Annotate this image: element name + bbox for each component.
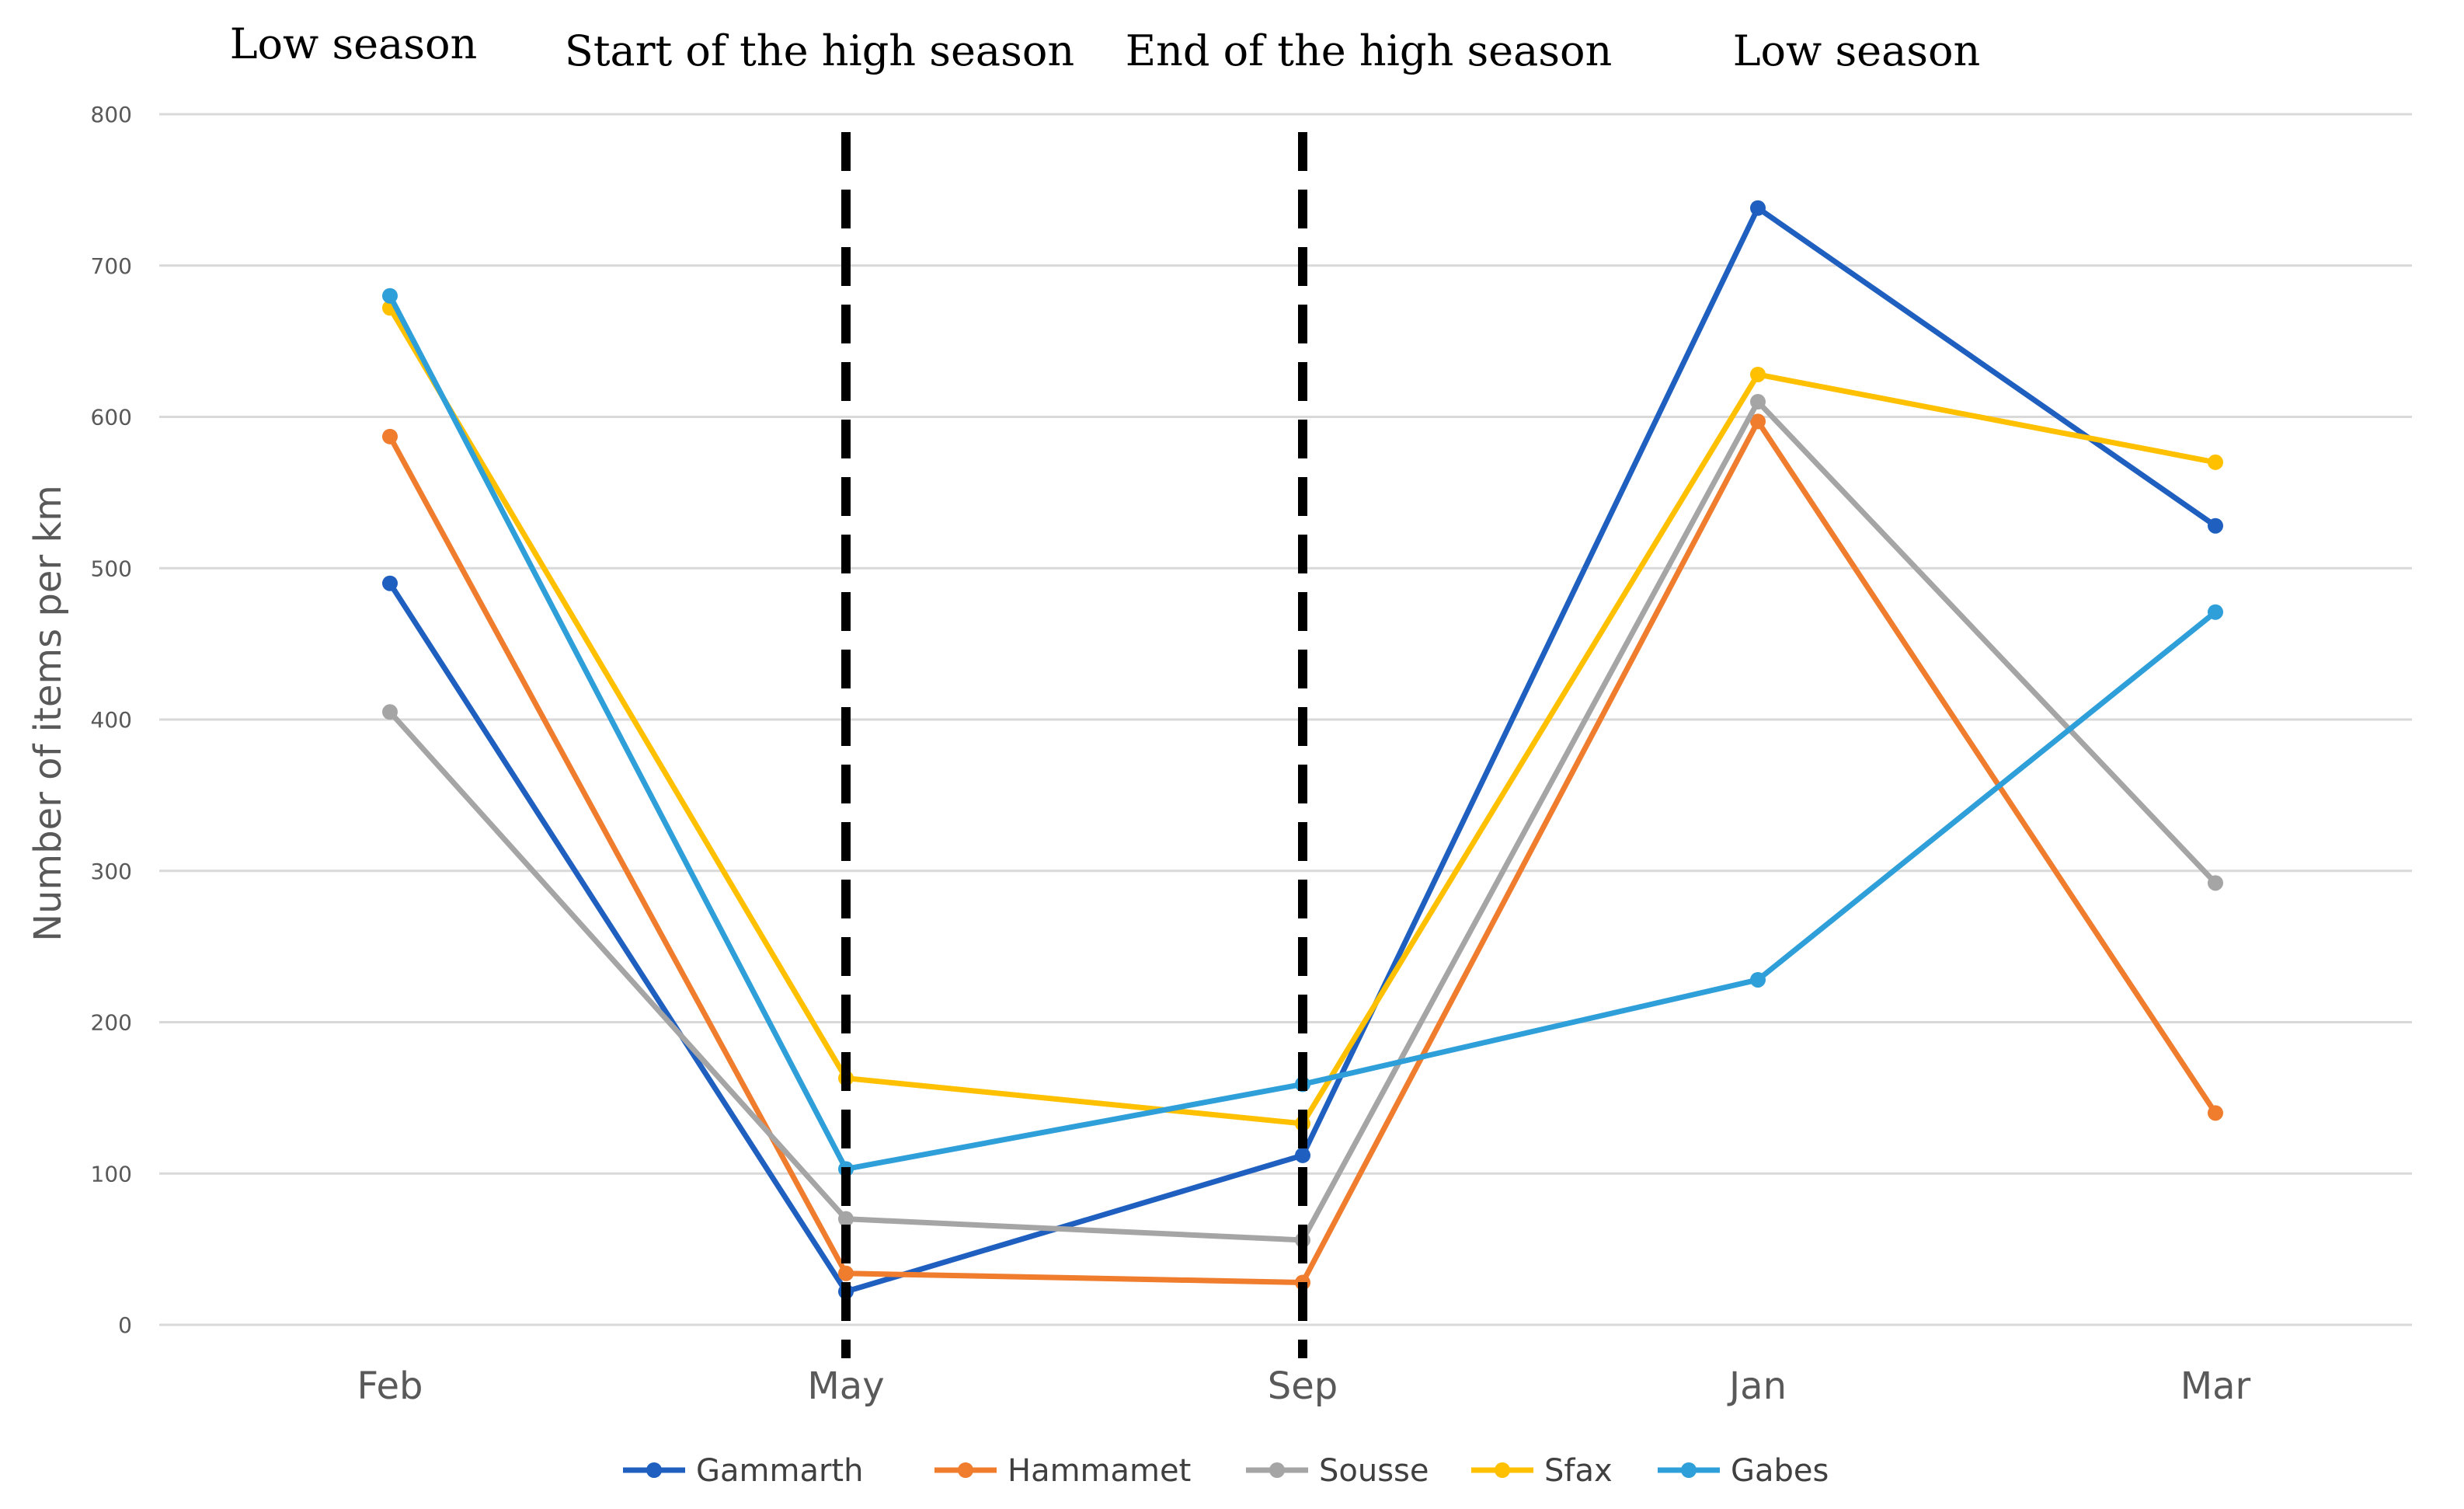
legend-marker-gammarth bbox=[646, 1462, 662, 1478]
x-tick-label-feb: Feb bbox=[357, 1364, 423, 1408]
legend-marker-gabes bbox=[1681, 1462, 1697, 1478]
data-point-hammamet-mar bbox=[2208, 1105, 2223, 1121]
x-tick-label-may: May bbox=[807, 1364, 884, 1408]
y-axis-ticks: 0 100 200 300 400 500 600 700 800 bbox=[91, 102, 132, 1338]
x-axis-ticks: Feb May Sep Jan Mar bbox=[357, 1364, 2251, 1408]
data-point-sousse-jan bbox=[1750, 394, 1766, 410]
legend-marker-sfax bbox=[1495, 1462, 1510, 1478]
legend-item-sousse[interactable]: Sousse bbox=[1246, 1453, 1429, 1489]
y-tick-label-600: 600 bbox=[91, 405, 132, 430]
data-point-gabes-feb bbox=[382, 288, 398, 304]
season-label-end-high: End of the high season bbox=[1126, 26, 1613, 75]
x-tick-label-jan: Jan bbox=[1727, 1364, 1787, 1408]
legend-item-sfax[interactable]: Sfax bbox=[1471, 1453, 1613, 1489]
data-point-hammamet-may bbox=[838, 1265, 854, 1281]
data-point-gammarth-mar bbox=[2208, 518, 2223, 534]
season-labels: Low season Start of the high season End … bbox=[230, 19, 1981, 75]
data-point-sfax-mar bbox=[2208, 454, 2223, 470]
data-point-hammamet-feb bbox=[382, 428, 398, 444]
y-tick-label-500: 500 bbox=[91, 556, 132, 581]
legend-item-gabes[interactable]: Gabes bbox=[1658, 1453, 1829, 1489]
data-point-sfax-jan bbox=[1750, 366, 1766, 382]
legend-item-gammarth[interactable]: Gammarth bbox=[623, 1453, 863, 1489]
y-tick-label-800: 800 bbox=[91, 102, 132, 127]
data-point-hammamet-jan bbox=[1750, 413, 1766, 430]
data-point-sousse-mar bbox=[2208, 875, 2223, 891]
x-tick-label-mar: Mar bbox=[2180, 1364, 2251, 1408]
legend-label-sfax: Sfax bbox=[1544, 1453, 1613, 1489]
data-point-sousse-may bbox=[838, 1211, 854, 1227]
y-tick-label-200: 200 bbox=[91, 1010, 132, 1036]
data-point-gammarth-sep bbox=[1295, 1147, 1310, 1163]
legend-label-hammamet: Hammamet bbox=[1008, 1453, 1191, 1489]
legend[interactable]: Gammarth Hammamet Sousse Sfax Gabes bbox=[623, 1453, 1829, 1489]
legend-label-gammarth: Gammarth bbox=[696, 1453, 863, 1489]
data-point-sousse-feb bbox=[382, 704, 398, 720]
legend-label-sousse: Sousse bbox=[1319, 1453, 1429, 1489]
grid-lines bbox=[159, 113, 2412, 1326]
data-point-gabes-mar bbox=[2208, 604, 2223, 620]
y-tick-label-100: 100 bbox=[91, 1161, 132, 1187]
season-label-start-high: Start of the high season bbox=[565, 26, 1074, 75]
data-point-gammarth-jan bbox=[1750, 200, 1766, 216]
y-tick-label-300: 300 bbox=[91, 859, 132, 884]
y-tick-label-400: 400 bbox=[91, 707, 132, 733]
legend-item-hammamet[interactable]: Hammamet bbox=[934, 1453, 1191, 1489]
season-label-low-1: Low season bbox=[230, 19, 478, 68]
legend-marker-sousse bbox=[1269, 1462, 1285, 1478]
season-dividers bbox=[841, 132, 1307, 1358]
legend-label-gabes: Gabes bbox=[1731, 1453, 1829, 1489]
data-point-gabes-jan bbox=[1750, 971, 1766, 988]
data-point-gammarth-feb bbox=[382, 575, 398, 591]
x-tick-label-sep: Sep bbox=[1268, 1364, 1338, 1408]
y-tick-label-0: 0 bbox=[118, 1312, 132, 1338]
y-tick-label-700: 700 bbox=[91, 253, 132, 279]
y-axis-title: Number of items per km bbox=[26, 485, 70, 942]
legend-marker-hammamet bbox=[958, 1462, 973, 1478]
season-label-low-2: Low season bbox=[1733, 26, 1981, 75]
